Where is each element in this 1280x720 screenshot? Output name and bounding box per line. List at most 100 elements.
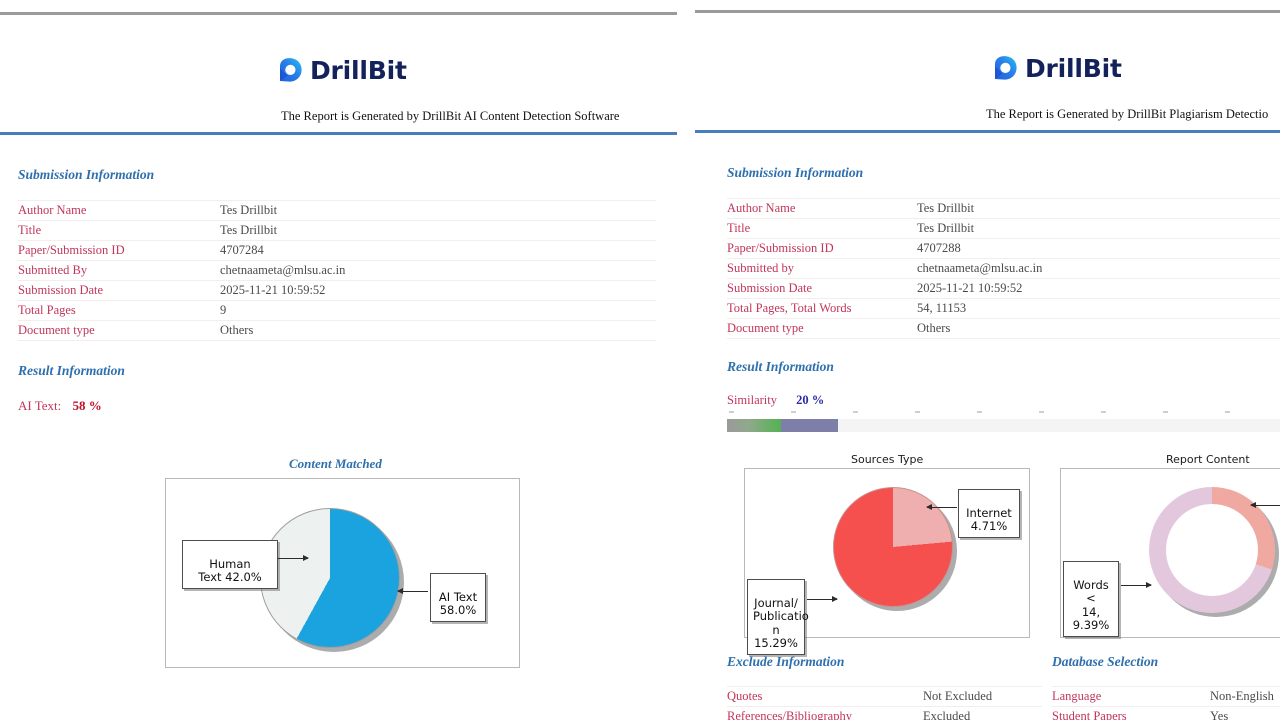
- drillbit-logo-right: DrillBit: [992, 55, 1122, 82]
- row-label: Document type: [18, 320, 220, 341]
- drillbit-droplet-logo-icon: [277, 57, 303, 84]
- scale-tick: [729, 411, 734, 413]
- callout-human-text-label: Human Text 42.0%: [198, 556, 262, 585]
- callout-ai-text-label: AI Text 58.0%: [438, 589, 478, 618]
- ai-text-label: AI Text:: [18, 398, 62, 413]
- callout-ai-text: AI Text 58.0%: [430, 573, 486, 622]
- leader-line-internet: [926, 504, 957, 510]
- similarity-bar-track: [727, 419, 1280, 432]
- exclude-information-table: Quotes Not Excluded References/Bibliograph…: [727, 686, 1042, 720]
- row-value: Tes Drillbit: [917, 198, 1280, 219]
- table-row: Submitted By chetnaameta@mlsu.ac.in: [18, 260, 656, 281]
- row-value: 2025-11-21 10:59:52: [917, 278, 1280, 299]
- header-divider-right: [695, 130, 1280, 133]
- row-label: Submission Date: [727, 278, 917, 299]
- table-row: Paper/Submission ID 4707284: [18, 240, 656, 261]
- submission-information-table-right: Author Name Tes Drillbit Title Tes Drillbit…: [727, 198, 1280, 339]
- scale-tick: [1101, 411, 1106, 413]
- table-row: Total Pages 9: [18, 300, 656, 321]
- database-selection-heading: Database Selection: [1052, 654, 1159, 669]
- row-label: Language: [1052, 686, 1210, 707]
- content-matched-chart-box: Human Text 42.0% AI Text 58.0%: [165, 478, 520, 668]
- database-selection-table: Language Non-English Student Papers Yes: [1052, 686, 1280, 720]
- table-row: Author Name Tes Drillbit: [727, 198, 1280, 219]
- row-label: Paper/Submission ID: [727, 238, 917, 259]
- sources-type-chart-title: Sources Type: [851, 453, 924, 466]
- table-row: Quotes Not Excluded: [727, 686, 1042, 707]
- scale-tick: [853, 411, 858, 413]
- ai-text-result: AI Text: 58 %: [18, 398, 102, 414]
- row-label: Total Pages: [18, 300, 220, 321]
- scale-tick: [791, 411, 796, 413]
- report-content-chart-box: Words < 14, 9.39%: [1060, 468, 1280, 638]
- row-label: Document type: [727, 318, 917, 339]
- row-value: Excluded: [923, 706, 1042, 720]
- result-information-heading-right: Result Information: [727, 359, 834, 374]
- row-value: Others: [917, 318, 1280, 339]
- row-label: Submission Date: [18, 280, 220, 301]
- result-information-heading-left: Result Information: [18, 363, 125, 378]
- row-value: chetnaameta@mlsu.ac.in: [917, 258, 1280, 279]
- report-subtitle-right: The Report is Generated by DrillBit Plag…: [986, 107, 1269, 121]
- leader-line-human: [278, 555, 309, 561]
- drillbit-droplet-logo-icon: [992, 55, 1018, 82]
- table-row: Document type Others: [18, 320, 656, 341]
- row-value: chetnaameta@mlsu.ac.in: [220, 260, 656, 281]
- content-matched-pie: [260, 508, 400, 648]
- row-label: Quotes: [727, 686, 923, 707]
- row-value: 4707288: [917, 238, 1280, 259]
- submission-information-heading-left: Submission Information: [18, 167, 155, 182]
- row-value: Yes: [1210, 706, 1280, 720]
- row-label: Submitted by: [727, 258, 917, 279]
- callout-words-under-14: Words < 14, 9.39%: [1063, 561, 1119, 637]
- ai-detection-report-panel: DrillBit The Report is Generated by Dril…: [0, 12, 677, 668]
- ai-text-value: 58 %: [72, 398, 102, 413]
- row-label: Title: [18, 220, 220, 241]
- row-label: Author Name: [18, 200, 220, 221]
- row-value: Tes Drillbit: [917, 218, 1280, 239]
- report-content-chart-title: Report Content: [1166, 453, 1250, 466]
- table-row: Document type Others: [727, 318, 1280, 339]
- table-row: Paper/Submission ID 4707288: [727, 238, 1280, 259]
- row-value: Non-English: [1210, 686, 1280, 707]
- callout-internet-label: Internet 4.71%: [966, 505, 1012, 534]
- scale-tick: [1163, 411, 1168, 413]
- exclude-information-heading: Exclude Information: [727, 654, 845, 669]
- scale-tick: [915, 411, 920, 413]
- table-row: Submitted by chetnaameta@mlsu.ac.in: [727, 258, 1280, 279]
- submission-information-table-left: Author Name Tes Drillbit Title Tes Drillbit…: [18, 200, 656, 341]
- table-row: Total Pages, Total Words 54, 11153: [727, 298, 1280, 319]
- row-value: Tes Drillbit: [220, 220, 656, 241]
- brand-name-right: DrillBit: [1025, 54, 1122, 83]
- drillbit-logo-left: DrillBit: [277, 57, 407, 84]
- scale-tick: [1225, 411, 1230, 413]
- leader-line-words: [1121, 582, 1152, 588]
- scale-tick: [977, 411, 982, 413]
- header-divider-left: [0, 132, 677, 135]
- leader-line-ai: [397, 588, 428, 594]
- report-subtitle-left: The Report is Generated by DrillBit AI C…: [281, 109, 620, 123]
- scale-tick: [1039, 411, 1044, 413]
- table-row: Submission Date 2025-11-21 10:59:52: [727, 278, 1280, 299]
- row-value: 4707284: [220, 240, 656, 261]
- table-row: Title Tes Drillbit: [18, 220, 656, 241]
- similarity-bar-segment-purple: [781, 419, 838, 432]
- table-row: Student Papers Yes: [1052, 706, 1280, 720]
- row-label: Student Papers: [1052, 706, 1210, 720]
- row-label: Total Pages, Total Words: [727, 298, 917, 319]
- callout-human-text: Human Text 42.0%: [182, 540, 278, 589]
- table-row: Submission Date 2025-11-21 10:59:52: [18, 280, 656, 301]
- similarity-label: Similarity: [727, 393, 777, 407]
- row-label: Title: [727, 218, 917, 239]
- row-label: Submitted By: [18, 260, 220, 281]
- submission-information-heading-right: Submission Information: [727, 165, 864, 180]
- row-label: References/Bibliography: [727, 706, 923, 720]
- table-row: Language Non-English: [1052, 686, 1280, 707]
- table-row: References/Bibliography Excluded: [727, 706, 1042, 720]
- sources-type-chart-box: Internet 4.71% Journal/ Publicatio n 15.…: [744, 468, 1030, 655]
- leader-line-report-secondary: [1250, 502, 1280, 508]
- content-matched-chart-title: Content Matched: [289, 456, 382, 471]
- row-value: 54, 11153: [917, 298, 1280, 319]
- row-value: Not Excluded: [923, 686, 1042, 707]
